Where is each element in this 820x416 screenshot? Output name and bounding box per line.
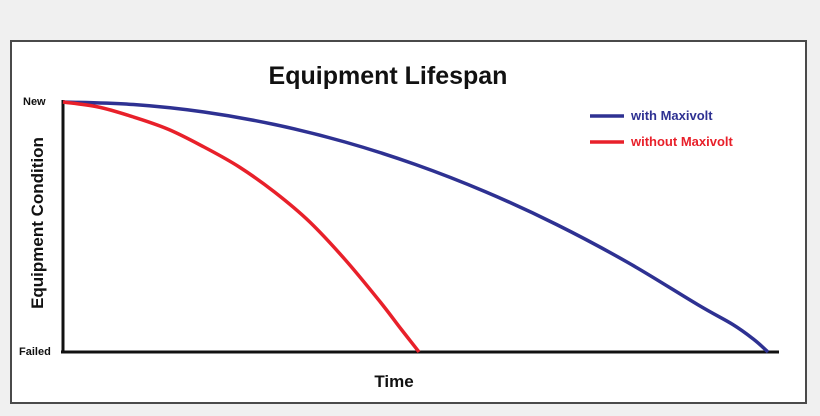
x-axis-title: Time bbox=[374, 372, 413, 391]
legend-label-with-maxivolt: with Maxivolt bbox=[630, 108, 713, 123]
y-axis-title: Equipment Condition bbox=[28, 137, 47, 309]
y-tick-label-new: New bbox=[23, 96, 46, 108]
legend: with Maxivolt without Maxivolt bbox=[590, 108, 734, 149]
series-line-without-maxivolt bbox=[62, 100, 421, 354]
legend-label-without-maxivolt: without Maxivolt bbox=[630, 134, 734, 149]
y-tick-label-failed: Failed bbox=[19, 346, 51, 358]
chart-frame bbox=[10, 40, 807, 404]
series-layer bbox=[62, 100, 770, 354]
chart-title: Equipment Lifespan bbox=[269, 62, 508, 90]
series-line-with-maxivolt bbox=[62, 100, 770, 354]
